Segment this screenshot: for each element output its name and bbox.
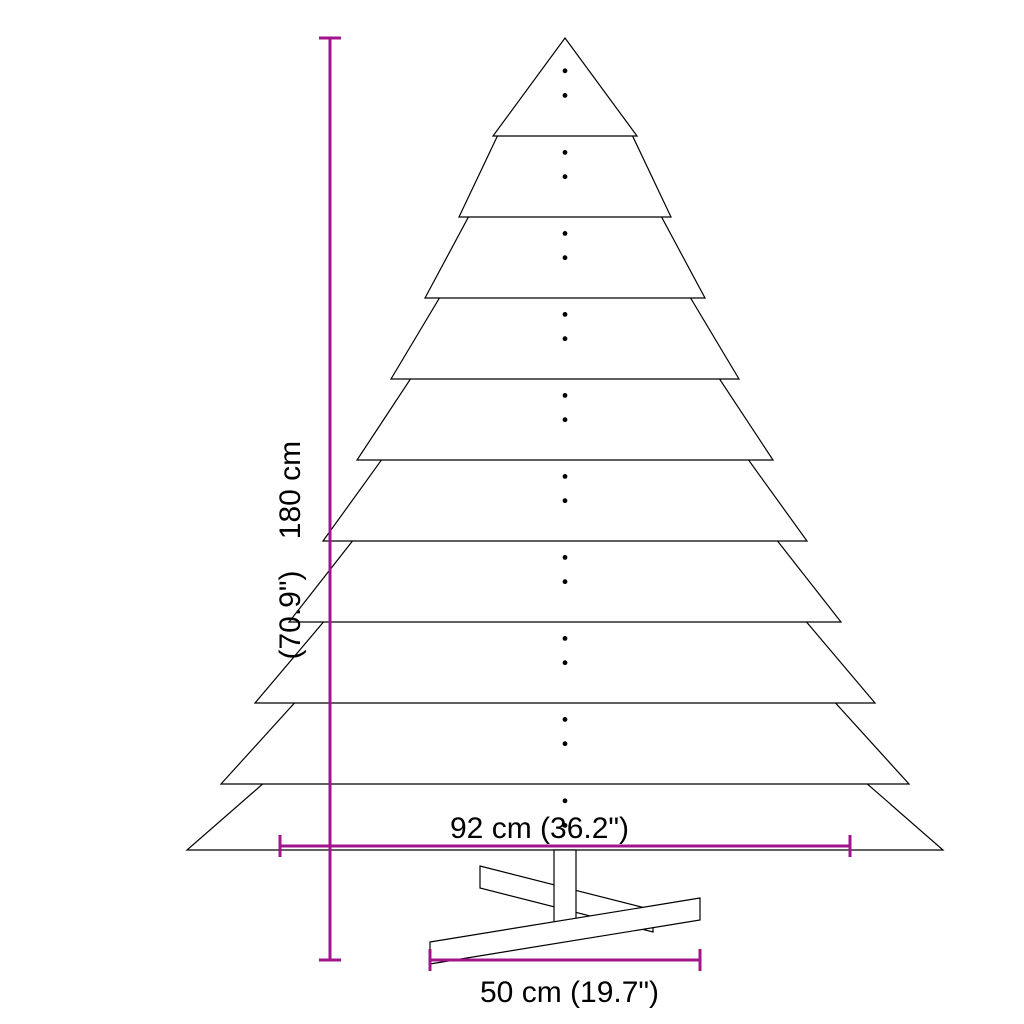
tree-stand <box>430 850 700 964</box>
tree-tier <box>493 38 637 136</box>
label-height-in: (70.9") <box>274 570 307 659</box>
label-width: 92 cm (36.2") <box>450 812 629 845</box>
label-height-cm: 180 cm <box>274 441 307 539</box>
label-base: 50 cm (19.7") <box>480 976 659 1009</box>
